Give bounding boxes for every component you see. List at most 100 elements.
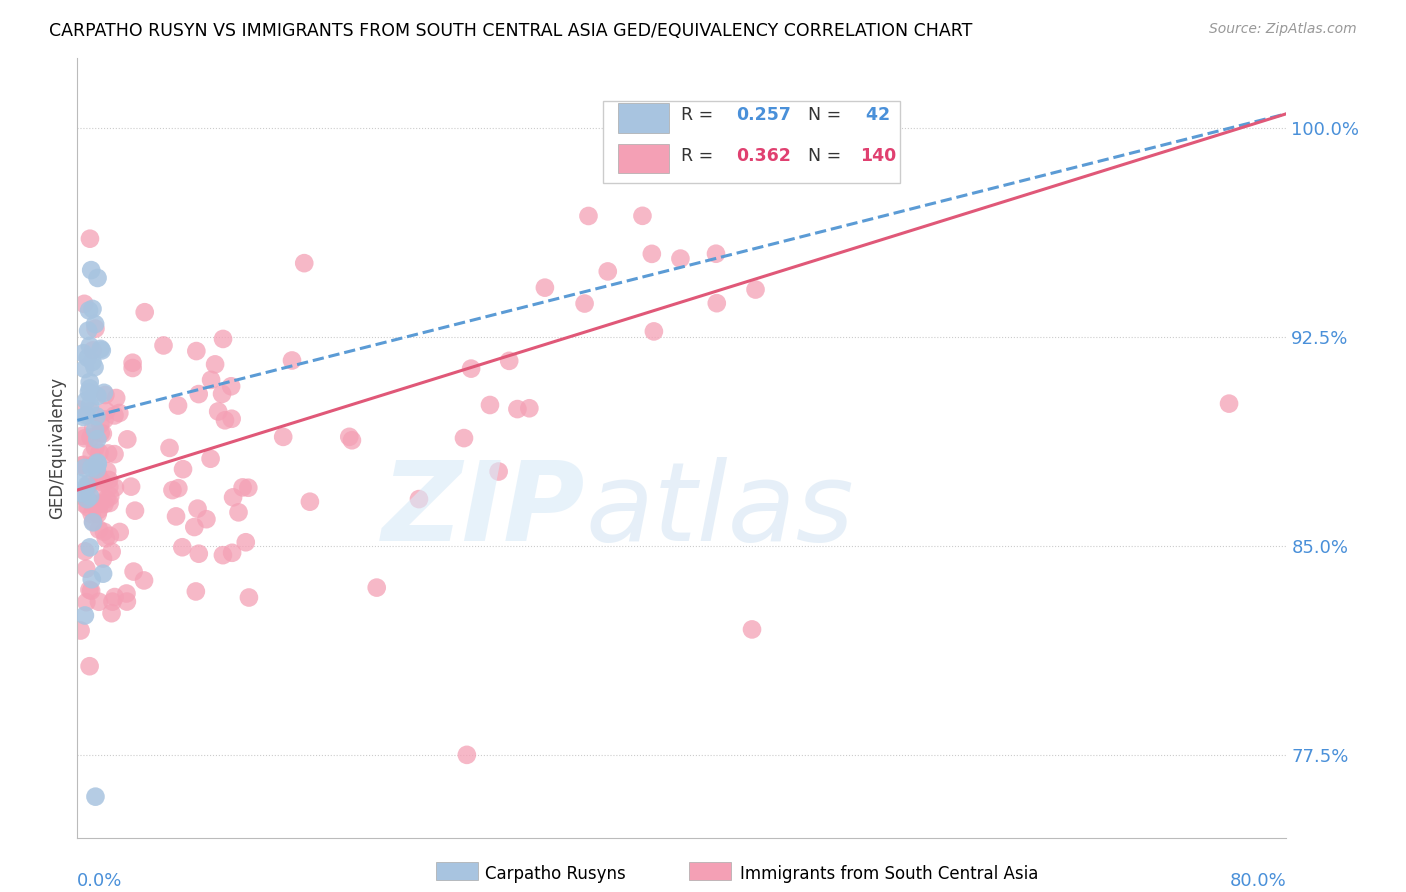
Point	[506, 402, 529, 417]
Point	[238, 591, 260, 605]
Point	[121, 361, 143, 376]
Point	[90, 342, 112, 356]
Point	[211, 387, 233, 401]
Point	[456, 747, 478, 762]
Point	[75, 562, 97, 576]
Text: R =: R =	[681, 106, 718, 124]
Point	[67, 402, 90, 417]
Point	[184, 584, 207, 599]
Point	[108, 406, 131, 420]
Point	[73, 362, 96, 376]
Point	[195, 512, 218, 526]
Text: 80.0%: 80.0%	[1230, 871, 1286, 890]
Point	[89, 417, 111, 431]
Point	[93, 524, 115, 539]
Text: N =: N =	[807, 146, 846, 164]
Point	[75, 393, 97, 408]
Point	[478, 398, 501, 412]
Point	[73, 608, 96, 623]
Point	[82, 420, 104, 434]
Point	[232, 480, 254, 494]
Text: Carpatho Rusyns: Carpatho Rusyns	[485, 865, 626, 883]
Point	[73, 431, 96, 445]
Point	[77, 385, 100, 400]
Point	[134, 305, 156, 319]
Point	[94, 531, 117, 545]
Point	[84, 423, 107, 437]
Point	[94, 388, 117, 402]
Point	[97, 473, 120, 487]
Point	[337, 430, 360, 444]
Point	[98, 490, 121, 504]
Point	[744, 283, 766, 297]
Point	[235, 535, 257, 549]
Point	[86, 456, 108, 470]
Point	[80, 263, 103, 277]
Point	[89, 497, 111, 511]
Point	[86, 483, 108, 498]
Point	[408, 492, 430, 507]
Text: 42: 42	[859, 106, 890, 124]
Point	[104, 590, 127, 604]
Point	[222, 491, 245, 505]
Point	[77, 500, 100, 515]
Point	[488, 465, 510, 479]
Point	[89, 470, 111, 484]
Point	[96, 492, 118, 507]
Point	[117, 433, 139, 447]
Point	[84, 441, 107, 455]
Point	[82, 516, 104, 530]
Point	[82, 355, 104, 369]
Point	[100, 606, 122, 620]
Point	[87, 503, 110, 517]
Point	[72, 489, 94, 503]
Point	[87, 595, 110, 609]
Point	[77, 303, 100, 318]
Point	[105, 391, 128, 405]
Point	[120, 480, 142, 494]
Point	[69, 476, 91, 491]
Point	[77, 324, 100, 338]
Point	[212, 332, 235, 346]
Point	[82, 343, 104, 358]
Point	[167, 481, 190, 495]
Point	[98, 529, 121, 543]
Text: N =: N =	[807, 106, 846, 124]
Point	[162, 483, 184, 497]
Point	[183, 520, 205, 534]
Text: atlas: atlas	[585, 458, 853, 564]
Point	[498, 354, 520, 368]
Point	[80, 572, 103, 586]
Point	[641, 247, 664, 261]
Point	[187, 387, 209, 401]
Point	[75, 409, 97, 423]
Point	[115, 594, 138, 608]
Point	[228, 505, 250, 519]
Point	[86, 271, 108, 285]
Text: 0.362: 0.362	[737, 146, 792, 164]
Point	[79, 541, 101, 555]
Point	[73, 461, 96, 475]
FancyBboxPatch shape	[603, 101, 900, 183]
Point	[70, 429, 93, 443]
Point	[98, 496, 121, 510]
Point	[596, 264, 619, 278]
Point	[76, 480, 98, 494]
Point	[87, 507, 110, 521]
Point	[132, 574, 155, 588]
Point	[187, 547, 209, 561]
FancyBboxPatch shape	[617, 144, 669, 173]
Point	[238, 481, 260, 495]
Point	[152, 338, 174, 352]
Point	[79, 381, 101, 395]
Point	[643, 325, 665, 339]
Point	[219, 379, 242, 393]
Point	[121, 356, 143, 370]
Point	[82, 301, 104, 316]
Point	[83, 360, 105, 375]
Point	[96, 404, 118, 418]
Point	[103, 447, 125, 461]
Point	[90, 343, 112, 358]
Text: CARPATHO RUSYN VS IMMIGRANTS FROM SOUTH CENTRAL ASIA GED/EQUIVALENCY CORRELATION: CARPATHO RUSYN VS IMMIGRANTS FROM SOUTH …	[49, 22, 973, 40]
Point	[172, 462, 194, 476]
